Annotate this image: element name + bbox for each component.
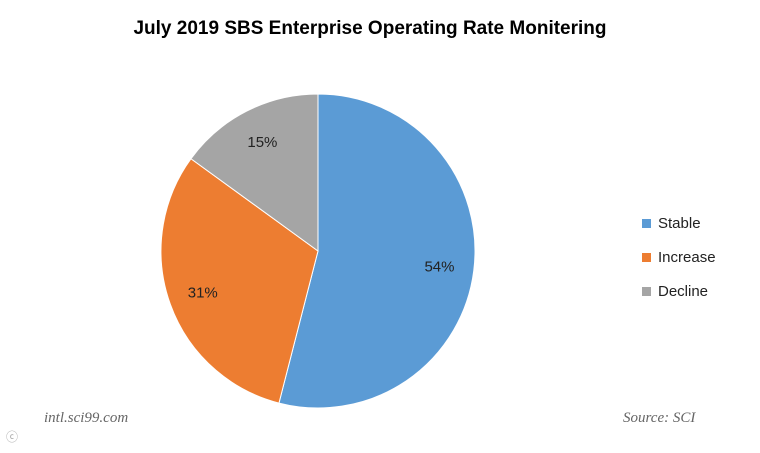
legend-swatch-stable: [642, 218, 651, 228]
data-label-decline: 15%: [247, 134, 277, 151]
website-watermark: intl.sci99.com: [44, 410, 129, 426]
legend-label-increase: Increase: [658, 248, 716, 266]
legend: Stable Increase Decline: [642, 206, 716, 308]
data-label-increase: 31%: [188, 284, 218, 301]
chart-title: July 2019 SBS Enterprise Operating Rate …: [133, 18, 607, 39]
pie-slice-stable: [278, 93, 476, 409]
legend-item-stable: Stable: [642, 206, 716, 240]
legend-item-decline: Decline: [642, 274, 716, 308]
legend-swatch-increase: [642, 252, 651, 262]
pie-slice-decline: [190, 93, 319, 252]
logo-watermark: ⓒ: [6, 430, 19, 444]
data-label-stable: 54%: [424, 258, 454, 275]
pie-slice-increase: [160, 158, 319, 404]
source-note: Source: SCI: [623, 410, 696, 426]
legend-label-stable: Stable: [658, 214, 701, 232]
legend-swatch-decline: [642, 286, 651, 296]
legend-item-increase: Increase: [642, 240, 716, 274]
legend-label-decline: Decline: [658, 282, 709, 300]
